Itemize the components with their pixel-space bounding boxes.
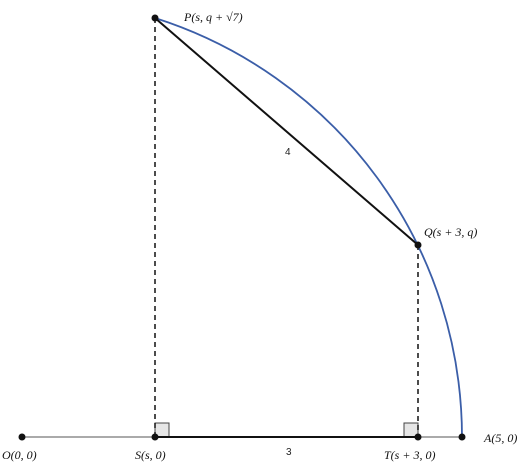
label-s: S(s, 0): [135, 448, 166, 462]
label-st: 3: [286, 447, 292, 458]
point-a: [458, 433, 466, 441]
label-a: A(5, 0): [483, 431, 517, 445]
label-t: T(s + 3, 0): [384, 448, 435, 462]
label-o: O(0, 0): [2, 448, 37, 462]
point-q: [414, 241, 422, 249]
label-p: P(s, q + √7): [183, 10, 243, 24]
label-pq: 4: [285, 147, 291, 158]
label-q: Q(s + 3, q): [424, 225, 477, 239]
point-p: [151, 14, 159, 22]
point-t: [414, 433, 422, 441]
point-s: [151, 433, 159, 441]
point-o: [18, 433, 26, 441]
arc: [154, 17, 463, 438]
segment-pq: [154, 17, 419, 246]
